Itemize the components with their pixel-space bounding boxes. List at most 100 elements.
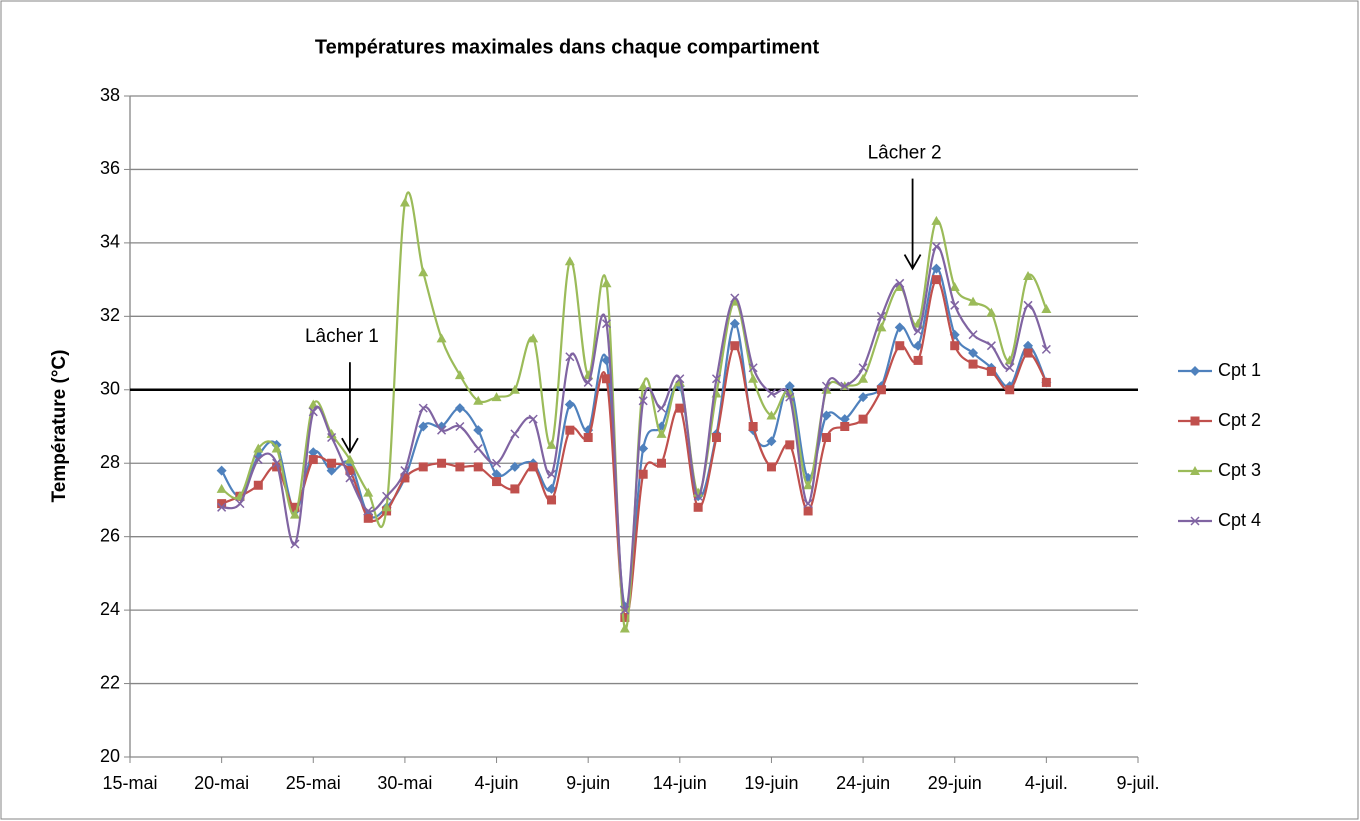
marker	[730, 293, 740, 303]
y-tick-label: 30	[100, 379, 120, 399]
marker	[1190, 416, 1200, 426]
marker	[766, 436, 777, 447]
legend-label: Cpt 2	[1218, 410, 1261, 430]
marker	[784, 381, 795, 392]
marker	[437, 425, 447, 435]
marker	[1041, 344, 1051, 354]
x-tick-label: 20-mai	[194, 773, 249, 793]
marker	[894, 322, 905, 333]
x-tick-label: 25-mai	[286, 773, 341, 793]
marker	[986, 366, 996, 376]
marker	[216, 483, 227, 493]
y-tick-label: 26	[100, 525, 120, 545]
marker	[455, 462, 465, 472]
marker	[656, 458, 666, 468]
marker	[436, 333, 447, 343]
marker	[931, 242, 941, 252]
marker	[785, 392, 795, 402]
marker	[602, 374, 612, 384]
x-tick-label: 19-juin	[744, 773, 798, 793]
y-tick-label: 36	[100, 158, 120, 178]
y-tick-label: 28	[100, 452, 120, 472]
marker	[986, 307, 997, 317]
marker	[840, 381, 850, 391]
marker	[253, 455, 263, 465]
marker	[730, 341, 740, 351]
marker	[748, 363, 758, 373]
marker	[473, 444, 483, 454]
marker	[620, 605, 630, 615]
marker	[748, 422, 758, 431]
marker	[1190, 516, 1200, 526]
marker	[931, 215, 942, 225]
marker	[968, 296, 979, 306]
marker	[546, 469, 557, 479]
marker	[949, 281, 960, 291]
marker	[308, 407, 318, 417]
marker	[803, 499, 813, 509]
marker	[858, 414, 868, 424]
marker	[381, 502, 392, 512]
x-tick-label: 9-juil.	[1116, 773, 1159, 793]
marker	[583, 433, 593, 443]
y-tick-label: 20	[100, 746, 120, 766]
marker	[418, 421, 429, 432]
marker	[327, 458, 337, 468]
marker	[711, 433, 721, 443]
marker	[619, 623, 630, 633]
marker	[675, 403, 685, 413]
marker	[638, 443, 649, 454]
marker	[803, 480, 814, 490]
marker	[803, 506, 813, 516]
marker	[491, 392, 502, 402]
chart-title: Températures maximales dans chaque compa…	[315, 36, 820, 58]
marker	[400, 466, 410, 476]
marker	[473, 395, 484, 405]
marker	[454, 370, 465, 380]
marker	[363, 487, 374, 497]
marker	[528, 333, 539, 343]
marker	[766, 388, 776, 398]
marker	[217, 502, 227, 512]
marker	[509, 461, 520, 472]
marker	[290, 502, 300, 512]
marker	[510, 429, 520, 439]
x-tick-label: 24-juin	[836, 773, 890, 793]
marker	[876, 385, 886, 395]
annotation-arrowhead	[903, 254, 922, 271]
marker	[363, 513, 373, 523]
legend-label: Cpt 1	[1218, 360, 1261, 380]
marker	[1005, 363, 1015, 373]
marker	[492, 458, 502, 468]
marker	[272, 458, 282, 468]
marker	[528, 462, 538, 472]
marker	[345, 473, 355, 483]
marker	[785, 440, 795, 450]
marker	[858, 392, 869, 403]
marker	[1023, 348, 1033, 358]
marker	[565, 352, 575, 362]
y-axis-label: Température (°C)	[49, 350, 70, 503]
marker	[913, 355, 923, 365]
marker	[418, 267, 429, 277]
marker	[437, 458, 447, 468]
marker	[986, 341, 996, 351]
marker	[344, 454, 355, 464]
marker	[565, 425, 575, 435]
marker	[638, 381, 649, 391]
marker	[327, 432, 337, 443]
marker	[821, 433, 831, 443]
marker	[455, 421, 465, 432]
y-tick-label: 32	[100, 305, 120, 325]
marker	[858, 373, 869, 383]
x-tick-label: 29-juin	[928, 773, 982, 793]
marker	[839, 414, 850, 425]
marker	[931, 263, 942, 274]
marker	[968, 348, 979, 359]
marker	[1023, 300, 1033, 310]
marker	[895, 341, 905, 351]
marker	[766, 410, 777, 420]
marker	[693, 491, 703, 501]
marker	[363, 506, 373, 516]
